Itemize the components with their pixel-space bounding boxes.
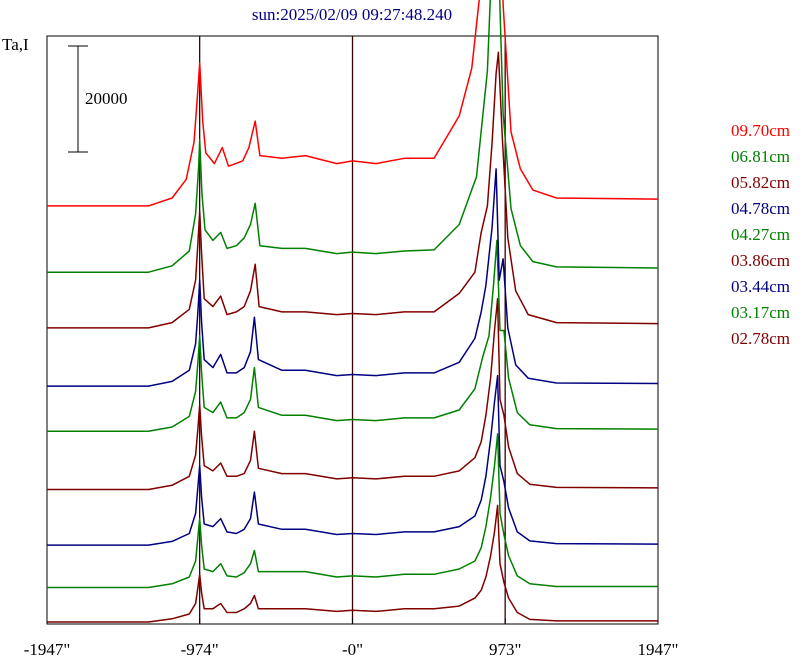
scale-bar-label: 20000 — [85, 89, 128, 108]
legend-entry-04.27cm: 04.27cm — [731, 225, 790, 244]
legend-entry-03.17cm: 03.17cm — [731, 303, 790, 322]
legend: 09.70cm 06.81cm 05.82cm 04.78cm 04.27cm 03.86… — [731, 121, 790, 348]
series-line-03.86cm — [47, 297, 659, 491]
legend-entry-03.86cm: 03.86cm — [731, 251, 790, 270]
legend-entry-06.81cm: 06.81cm — [731, 147, 790, 166]
legend-entry-04.78cm: 04.78cm — [731, 199, 790, 218]
x-tick-label-4: 1947" — [638, 640, 679, 659]
x-tick-label-2: -0" — [342, 640, 363, 659]
series-line-06.81cm — [47, 0, 659, 273]
legend-entry-05.82cm: 05.82cm — [731, 173, 790, 192]
x-tick-label-1: -974" — [181, 640, 219, 659]
series-line-04.27cm — [47, 239, 659, 432]
y-axis-label: Ta,I — [2, 35, 29, 54]
chart-title: sun:2025/02/09 09:27:48.240 — [252, 5, 452, 24]
x-tick-label-0: -1947" — [24, 640, 71, 659]
series-line-09.70cm — [47, 0, 659, 207]
legend-entry-09.70cm: 09.70cm — [731, 121, 790, 140]
legend-entry-03.44cm: 03.44cm — [731, 277, 790, 296]
series-line-05.82cm — [47, 51, 659, 329]
series-line-03.44cm — [47, 374, 659, 546]
series-line-03.17cm — [47, 433, 658, 589]
x-ticks: -1947" -974" -0" 973" 1947" — [24, 618, 679, 659]
scale-bar: 20000 — [68, 45, 128, 153]
series-line-02.78cm — [47, 504, 658, 623]
x-tick-label-3: 973" — [489, 640, 521, 659]
series-line-04.78cm — [47, 168, 659, 387]
series-group — [47, 0, 659, 623]
legend-entry-02.78cm: 02.78cm — [731, 329, 790, 348]
